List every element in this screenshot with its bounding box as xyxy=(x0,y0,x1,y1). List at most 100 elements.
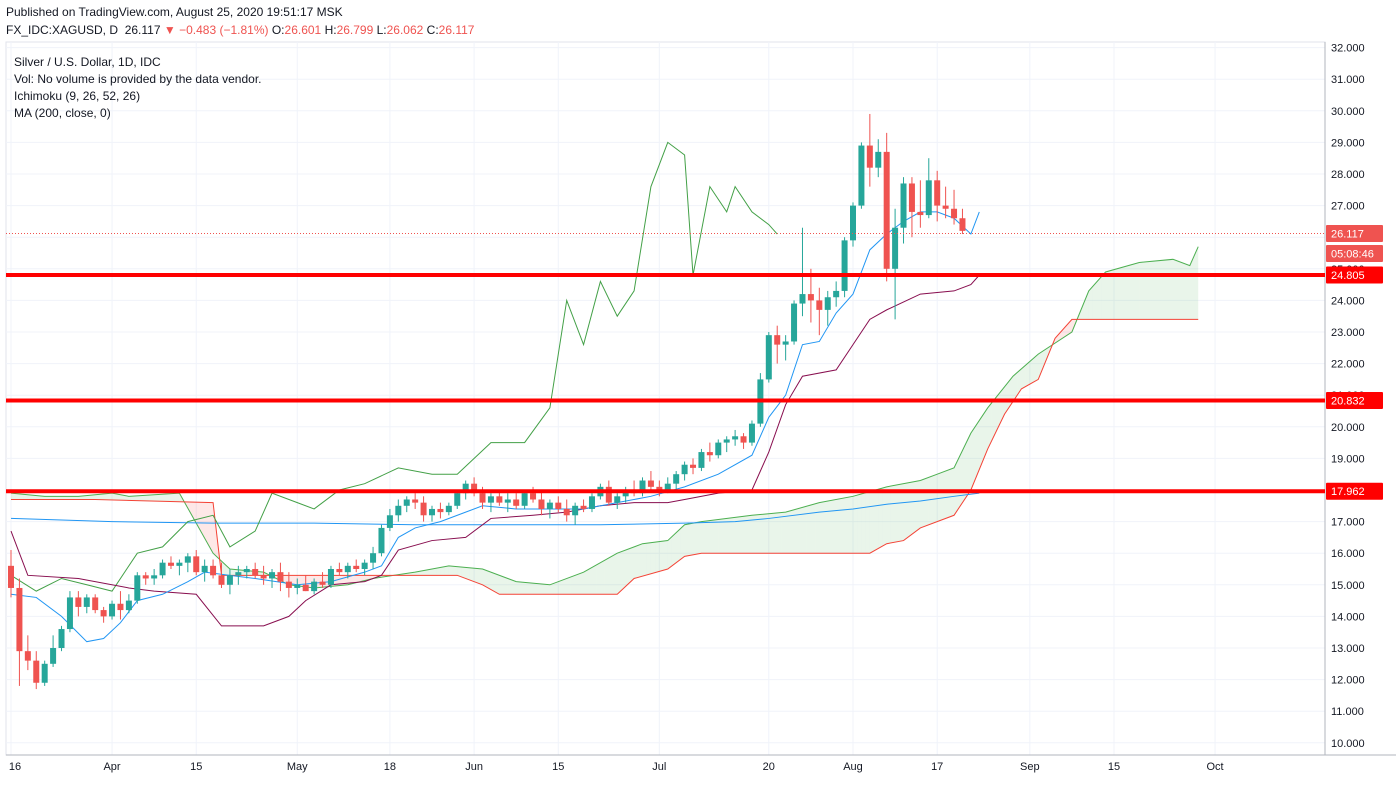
legend-ma[interactable]: MA (200, close, 0) xyxy=(14,106,111,120)
candle-body[interactable] xyxy=(774,335,781,345)
candle-body[interactable] xyxy=(892,227,899,269)
candle-body[interactable] xyxy=(184,556,191,563)
candle-body[interactable] xyxy=(395,505,402,516)
candle-body[interactable] xyxy=(698,452,705,468)
candle-body[interactable] xyxy=(412,499,419,503)
candle-body[interactable] xyxy=(690,464,697,468)
candle-body[interactable] xyxy=(58,629,65,648)
candle-body[interactable] xyxy=(445,505,452,513)
candle-body[interactable] xyxy=(201,565,208,573)
candle-body[interactable] xyxy=(748,423,755,443)
candle-body[interactable] xyxy=(100,610,107,617)
candle-body[interactable] xyxy=(167,562,174,566)
candle-body[interactable] xyxy=(841,240,848,291)
candle-body[interactable] xyxy=(656,486,663,490)
candle-body[interactable] xyxy=(605,486,612,503)
candle-body[interactable] xyxy=(807,294,814,301)
candle-body[interactable] xyxy=(75,597,82,607)
candle-body[interactable] xyxy=(816,300,823,310)
candle-body[interactable] xyxy=(934,180,941,206)
candle-body[interactable] xyxy=(740,436,747,443)
candle-body[interactable] xyxy=(403,499,410,506)
candle-body[interactable] xyxy=(563,508,570,516)
candle-body[interactable] xyxy=(799,294,806,304)
candle-body[interactable] xyxy=(908,183,915,212)
candle-body[interactable] xyxy=(420,502,427,516)
candle-body[interactable] xyxy=(66,597,73,630)
candle-body[interactable] xyxy=(361,562,368,569)
candle-body[interactable] xyxy=(580,505,587,509)
candle-body[interactable] xyxy=(647,480,654,487)
candle-body[interactable] xyxy=(243,568,250,573)
candle-body[interactable] xyxy=(706,452,713,456)
candle-body[interactable] xyxy=(218,575,225,585)
candle-body[interactable] xyxy=(917,211,924,216)
candle-body[interactable] xyxy=(159,562,166,576)
candle-body[interactable] xyxy=(370,553,377,563)
candle-body[interactable] xyxy=(858,145,865,206)
candle-body[interactable] xyxy=(715,442,722,456)
candle-body[interactable] xyxy=(782,341,789,345)
candle-body[interactable] xyxy=(33,660,40,683)
candle-body[interactable] xyxy=(24,651,31,661)
candle-body[interactable] xyxy=(530,493,537,500)
candle-body[interactable] xyxy=(513,499,520,506)
candle-body[interactable] xyxy=(454,493,461,506)
candle-body[interactable] xyxy=(285,581,292,588)
candle-body[interactable] xyxy=(732,436,739,440)
candle-body[interactable] xyxy=(572,505,579,516)
candle-body[interactable] xyxy=(83,597,90,607)
candle-body[interactable] xyxy=(50,647,57,664)
candle-body[interactable] xyxy=(959,218,966,231)
candle-body[interactable] xyxy=(723,439,730,443)
candle-body[interactable] xyxy=(226,575,233,585)
candle-body[interactable] xyxy=(252,568,259,576)
candle-body[interactable] xyxy=(8,565,14,588)
candle-body[interactable] xyxy=(16,587,23,652)
candle-body[interactable] xyxy=(875,151,882,168)
candle-body[interactable] xyxy=(496,496,503,503)
candle-body[interactable] xyxy=(235,572,242,576)
candle-body[interactable] xyxy=(125,600,132,611)
candle-body[interactable] xyxy=(151,575,158,579)
candle-body[interactable] xyxy=(639,480,646,494)
candle-body[interactable] xyxy=(664,483,671,490)
candle-body[interactable] xyxy=(833,290,840,298)
candle-body[interactable] xyxy=(176,562,183,566)
candle-body[interactable] xyxy=(681,464,688,475)
candle-body[interactable] xyxy=(883,151,890,269)
candle-body[interactable] xyxy=(41,663,48,683)
candle-body[interactable] xyxy=(294,584,301,588)
candle-body[interactable] xyxy=(614,496,621,503)
candle-body[interactable] xyxy=(353,565,360,569)
symbol-name[interactable]: FX_IDC:XAGUSD, D xyxy=(6,23,119,37)
candle-body[interactable] xyxy=(462,483,469,494)
candle-body[interactable] xyxy=(546,502,553,509)
candle-body[interactable] xyxy=(791,303,798,342)
candle-body[interactable] xyxy=(900,183,907,228)
candle-body[interactable] xyxy=(311,581,318,592)
legend-ichimoku[interactable]: Ichimoku (9, 26, 52, 26) xyxy=(14,89,141,103)
candle-body[interactable] xyxy=(210,565,217,576)
candle-body[interactable] xyxy=(951,208,958,219)
candle-body[interactable] xyxy=(142,575,149,579)
candle-body[interactable] xyxy=(117,603,124,611)
candle-body[interactable] xyxy=(336,568,343,573)
candle-body[interactable] xyxy=(109,603,116,617)
candle-body[interactable] xyxy=(479,493,486,503)
candle-body[interactable] xyxy=(260,575,267,579)
candle-body[interactable] xyxy=(487,496,494,503)
candle-body[interactable] xyxy=(269,572,276,579)
candle-body[interactable] xyxy=(319,581,326,585)
candle-body[interactable] xyxy=(942,205,949,209)
candle-body[interactable] xyxy=(344,565,351,573)
candle-body[interactable] xyxy=(471,483,478,494)
candle-body[interactable] xyxy=(521,493,528,506)
candle-body[interactable] xyxy=(504,499,511,503)
candle-body[interactable] xyxy=(588,496,595,509)
candle-body[interactable] xyxy=(824,297,831,310)
candle-body[interactable] xyxy=(538,499,545,509)
candle-body[interactable] xyxy=(193,556,200,573)
candle-body[interactable] xyxy=(327,568,334,585)
